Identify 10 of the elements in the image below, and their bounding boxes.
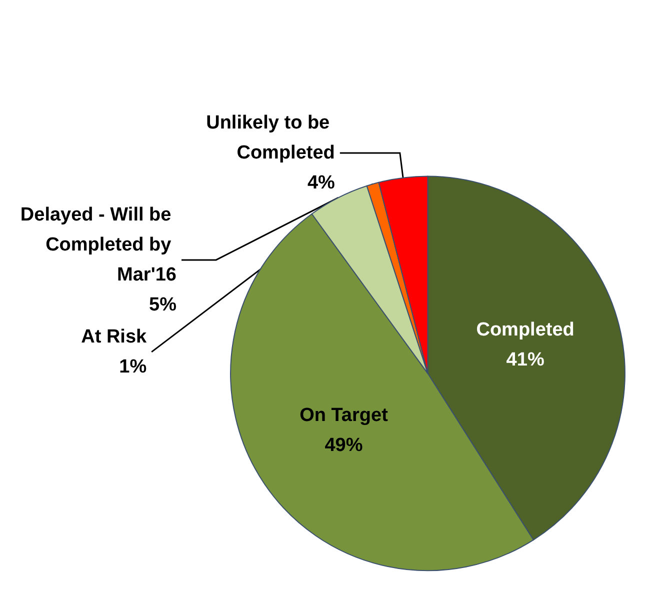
data-label: 4%	[307, 172, 336, 194]
data-label: 41%	[506, 350, 544, 371]
slice-label: Completed	[476, 320, 574, 341]
data-label: 49%	[324, 435, 363, 456]
slice-label: Unlikely to be Completed	[206, 112, 335, 164]
data-label: 1%	[119, 356, 147, 378]
slice-label: At Risk	[81, 326, 148, 348]
data-label: 5%	[149, 294, 177, 316]
slice-label: Delayed - Will be Completed by Mar'16	[20, 204, 176, 286]
slice-label: On Target	[300, 405, 389, 426]
